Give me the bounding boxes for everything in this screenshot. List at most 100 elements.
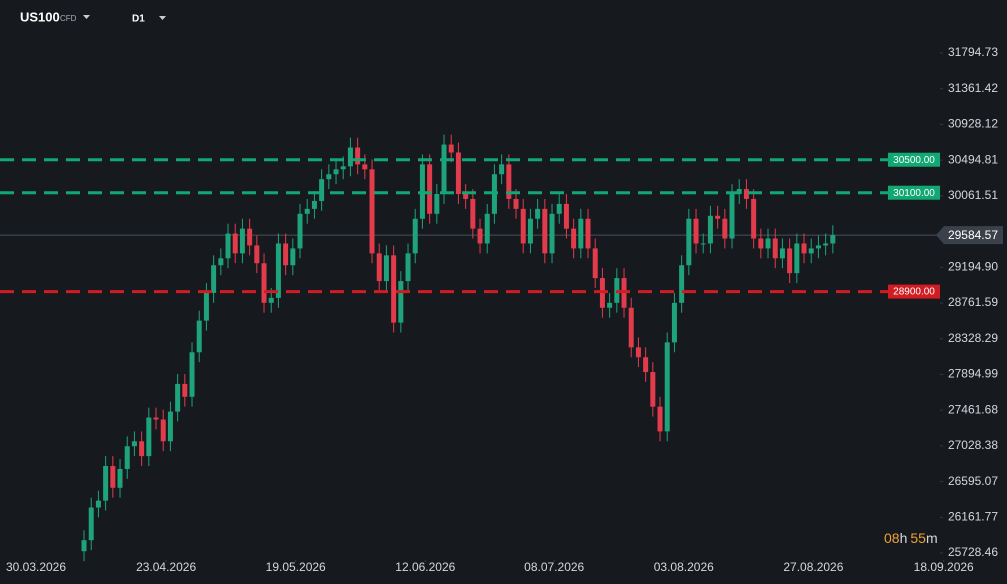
candle-body — [362, 164, 368, 170]
candle-body — [707, 215, 713, 244]
candle-body — [412, 218, 418, 254]
y-tick-label: 28328.29 — [948, 331, 998, 345]
y-tick-label: 29194.90 — [948, 259, 998, 273]
candle-body — [722, 218, 728, 239]
candle-body — [239, 228, 245, 254]
candle-body — [578, 218, 584, 249]
candle-body — [369, 169, 375, 254]
candle-body — [635, 347, 641, 358]
candle-body — [131, 441, 137, 447]
candle-body — [398, 281, 404, 323]
y-tick-label: 30061.51 — [948, 188, 998, 202]
candle-body — [700, 243, 706, 245]
candle-body — [484, 213, 490, 244]
candle-body — [275, 243, 281, 298]
candle-body — [304, 208, 310, 214]
candle-body — [779, 248, 785, 259]
candle-body — [218, 258, 224, 266]
candle-body — [808, 248, 814, 254]
candle-body — [643, 357, 649, 373]
candle-body — [189, 352, 195, 397]
candle-body — [535, 208, 541, 219]
y-tick-label: 26595.07 — [948, 474, 998, 488]
instrument: CFD — [60, 14, 77, 23]
level-label: 30500.00 — [893, 155, 935, 166]
candle-body — [585, 218, 591, 249]
y-tick-label: 25728.46 — [948, 545, 998, 559]
candle-body — [268, 297, 274, 303]
candle-body — [463, 194, 469, 199]
hours: 08 — [884, 530, 900, 546]
level-label-bg — [888, 152, 940, 167]
candle-body — [153, 417, 159, 420]
current-price-tag — [936, 226, 1003, 245]
candle-body — [787, 248, 793, 274]
candle-body — [607, 302, 613, 308]
candle-body — [815, 245, 821, 249]
candle-body — [196, 320, 202, 353]
candle-body — [103, 466, 109, 501]
dropdown-arrow — [83, 15, 90, 19]
candle-body — [527, 218, 533, 244]
candle-body — [772, 238, 778, 259]
candle-body — [333, 169, 339, 175]
candle-body — [520, 208, 526, 244]
candle-body — [225, 233, 231, 259]
candle-body — [571, 228, 577, 249]
y-tick-label: 30928.12 — [948, 117, 998, 131]
candle-body — [117, 468, 123, 488]
y-tick-label: 28761.59 — [948, 295, 998, 309]
candle-body — [391, 255, 397, 323]
candle-body — [167, 411, 173, 442]
timeframe-select[interactable]: D1 — [132, 14, 166, 25]
candle-body — [88, 507, 94, 541]
candle-body — [549, 213, 555, 254]
candle-body — [203, 292, 209, 321]
symbol-select[interactable]: US100 CFD — [20, 9, 90, 24]
candle-body — [254, 245, 260, 264]
candle-body — [319, 179, 325, 201]
level-label: 28900.00 — [893, 287, 935, 298]
candle-body — [743, 189, 749, 199]
y-tick-label: 26161.77 — [948, 509, 998, 523]
candle-body — [232, 233, 238, 254]
candle-body — [261, 263, 267, 303]
x-tick-label: 08.07.2026 — [524, 560, 584, 574]
candle-body — [448, 144, 454, 153]
candle-body — [628, 307, 634, 348]
m: m — [926, 530, 938, 546]
candle-body — [110, 466, 116, 488]
candle-body — [542, 208, 548, 254]
timeframe: D1 — [132, 14, 145, 25]
candle-body — [95, 500, 101, 508]
price-axis-bg — [940, 0, 1007, 584]
candle-body — [563, 203, 569, 229]
x-tick-label: 23.04.2026 — [136, 560, 196, 574]
candle-body — [657, 406, 663, 432]
y-tick-label: 31361.42 — [948, 81, 998, 95]
x-tick-label: 12.06.2026 — [395, 560, 455, 574]
candle-body — [664, 342, 670, 432]
candle-body — [801, 243, 807, 254]
candle-body — [650, 372, 656, 407]
candle-body — [81, 540, 87, 552]
x-tick-label: 18.09.2026 — [914, 560, 974, 574]
y-tick-label: 27894.99 — [948, 367, 998, 381]
candle-body — [758, 238, 764, 249]
candle-body — [175, 383, 181, 412]
candle-body — [211, 265, 217, 293]
candle-body — [139, 441, 145, 457]
y-tick-label: 31794.73 — [948, 45, 998, 59]
candle-body — [290, 248, 296, 266]
symbol: US100 — [20, 9, 60, 24]
candle-body — [355, 147, 361, 165]
candle-body — [160, 419, 166, 442]
candle-body — [729, 194, 735, 239]
candle-body — [326, 174, 332, 180]
candle-body — [794, 243, 800, 274]
h: h — [900, 530, 908, 546]
